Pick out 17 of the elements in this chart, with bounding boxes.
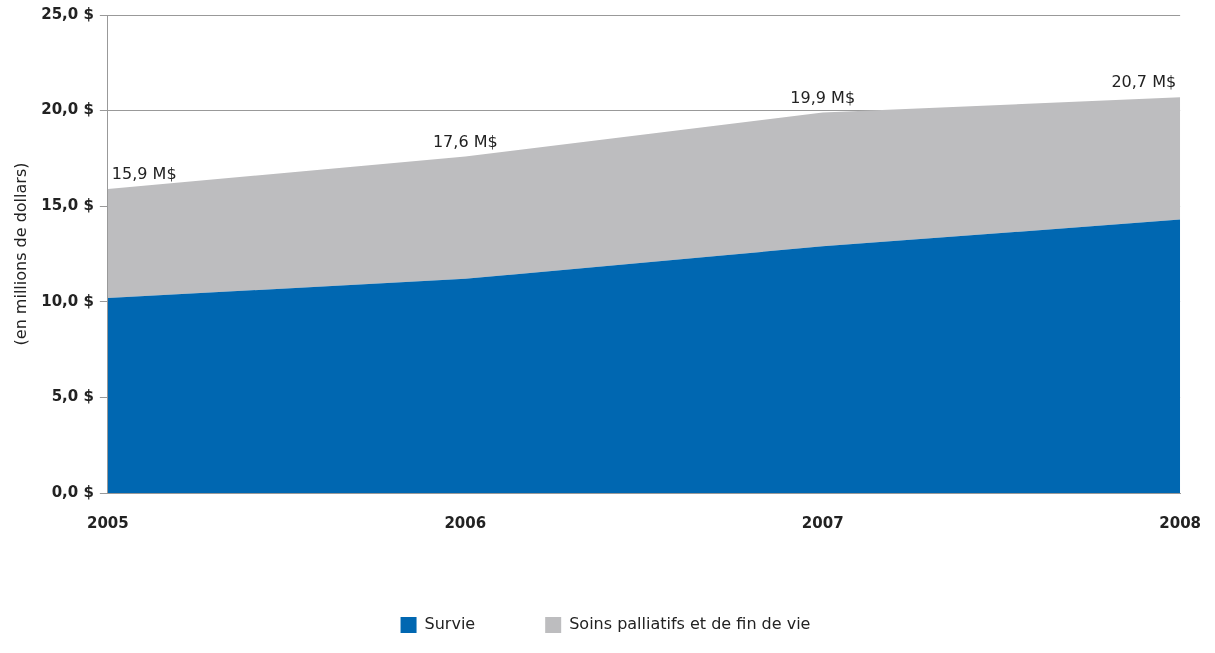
total-label: 20,7 M$ <box>1111 72 1177 92</box>
y-tick-label: 20,0 $ <box>41 100 94 119</box>
y-axis-title: (en millions de dollars) <box>10 162 30 346</box>
legend-label: Survie <box>424 614 476 634</box>
y-tick-label: 0,0 $ <box>51 482 94 501</box>
y-tick-label: 15,0 $ <box>41 196 94 215</box>
x-tick-label: 2008 <box>1159 513 1201 532</box>
x-tick-label: 2006 <box>444 513 487 532</box>
total-label: 19,9 M$ <box>790 87 856 107</box>
x-tick-label: 2005 <box>86 513 129 532</box>
total-label: 17,6 M$ <box>432 131 498 151</box>
y-tick-label: 10,0 $ <box>41 291 94 310</box>
total-label: 15,9 M$ <box>111 164 177 184</box>
legend-label: Soins palliatifs et de fin de vie <box>569 614 811 634</box>
y-tick-label: 25,0 $ <box>41 4 94 23</box>
x-tick-label: 2007 <box>801 513 844 532</box>
y-tick-label: 5,0 $ <box>51 387 94 406</box>
